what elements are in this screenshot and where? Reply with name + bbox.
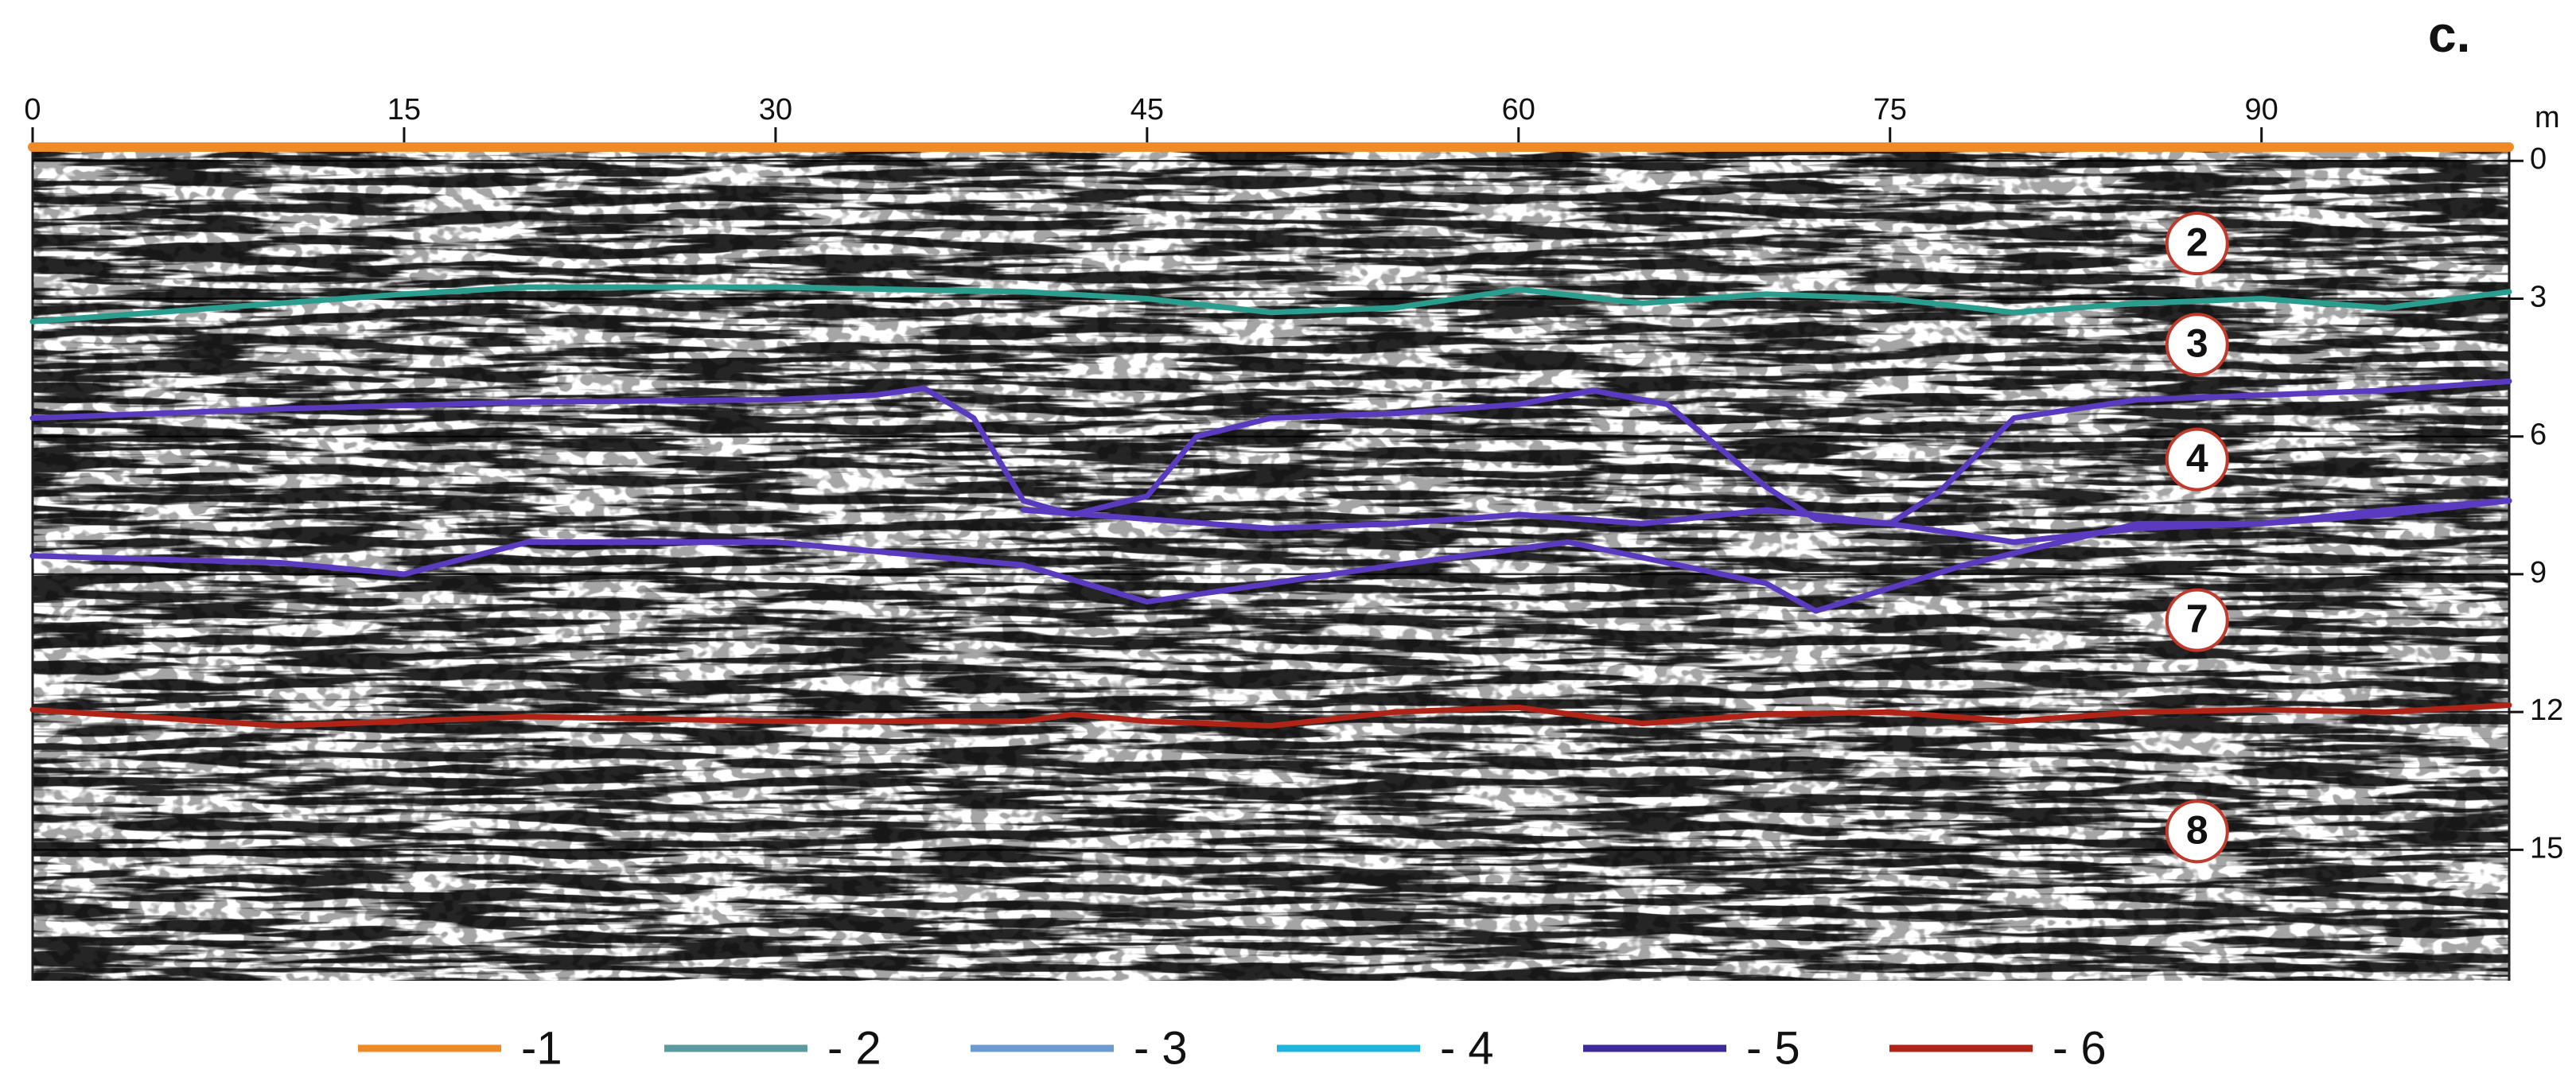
layer-marker bbox=[2165, 313, 2229, 377]
layer-labels: 2 3 4 7 8 bbox=[2165, 212, 2229, 864]
x-tick-label: 45 bbox=[1130, 93, 1164, 126]
x-tick-label: 15 bbox=[387, 93, 421, 126]
legend-label: - 3 bbox=[1134, 1022, 1188, 1074]
x-tick-label: 60 bbox=[1502, 93, 1535, 126]
legend-label: - 4 bbox=[1440, 1022, 1494, 1074]
y-tick-label: 0 bbox=[2530, 142, 2547, 176]
boundary-line bbox=[29, 378, 2512, 527]
grid: 0 15 30 45 60 75 90 0 3 6 9 12 15 bbox=[24, 93, 2563, 981]
x-tick-label: 75 bbox=[1874, 93, 1907, 126]
layer-label: 3 bbox=[2186, 321, 2208, 365]
boundary-line bbox=[29, 498, 2512, 614]
legend-label: - 6 bbox=[2053, 1022, 2107, 1074]
legend: -1 - 2 - 3 - 4 - 5 - 6 bbox=[358, 1022, 2107, 1074]
y-tick-label: 9 bbox=[2530, 556, 2547, 589]
layer-label: 4 bbox=[2186, 436, 2208, 480]
boundary-line bbox=[29, 702, 2512, 729]
texture-speckle bbox=[33, 145, 2509, 981]
panel-label: c. bbox=[2428, 6, 2470, 63]
layer-marker bbox=[2165, 799, 2229, 864]
boundaries bbox=[28, 142, 2514, 729]
layer-label: 7 bbox=[2186, 597, 2208, 641]
y-tick-label: 12 bbox=[2530, 694, 2563, 727]
legend-label: -1 bbox=[521, 1022, 562, 1074]
y-tick-label: 3 bbox=[2530, 280, 2547, 313]
legend-label: - 5 bbox=[1746, 1022, 1800, 1074]
layer-label: 8 bbox=[2186, 808, 2208, 853]
y-tick-label: 15 bbox=[2530, 831, 2563, 865]
y-tick-label: 6 bbox=[2530, 418, 2547, 452]
layer-label: 2 bbox=[2186, 220, 2208, 264]
layer-marker bbox=[2165, 212, 2229, 276]
radar-texture bbox=[33, 145, 2509, 981]
boundary-line bbox=[29, 284, 2512, 325]
layer-marker bbox=[2165, 427, 2229, 492]
x-axis-unit: m bbox=[2535, 101, 2560, 134]
x-tick-label: 90 bbox=[2245, 93, 2278, 126]
legend-label: - 2 bbox=[827, 1022, 881, 1074]
x-tick-label: 30 bbox=[759, 93, 792, 126]
x-tick-label: 0 bbox=[24, 93, 41, 126]
layer-marker bbox=[2165, 588, 2229, 652]
